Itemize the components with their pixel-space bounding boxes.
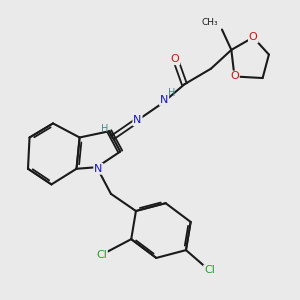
Text: CH₃: CH₃: [202, 18, 218, 27]
Text: H: H: [101, 124, 108, 134]
Text: O: O: [230, 71, 239, 82]
Text: N: N: [133, 115, 142, 125]
Text: O: O: [171, 54, 179, 64]
Text: H: H: [168, 88, 175, 98]
Text: Cl: Cl: [204, 266, 215, 275]
Text: N: N: [94, 164, 103, 174]
Text: O: O: [249, 32, 258, 42]
Text: N: N: [160, 95, 168, 105]
Text: Cl: Cl: [96, 250, 107, 260]
